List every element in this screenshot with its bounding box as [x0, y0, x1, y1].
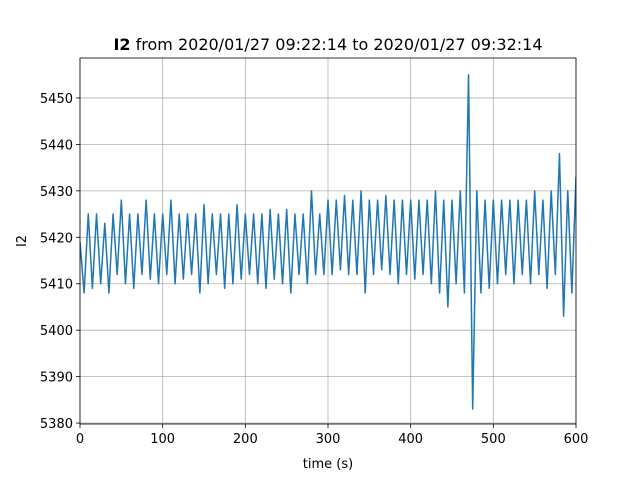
y-tick-label: 5420	[40, 231, 73, 246]
x-tick-label: 0	[76, 432, 84, 447]
y-tick-label: 5400	[40, 324, 73, 339]
data-line	[80, 73, 576, 410]
chart-title: I2 from 2020/01/27 09:22:14 to 2020/01/2…	[113, 35, 542, 54]
x-tick-label: 300	[316, 432, 341, 447]
y-tick-label: 5380	[40, 417, 73, 432]
x-tick-label: 100	[150, 432, 175, 447]
x-axis-label: time (s)	[303, 457, 353, 472]
x-tick-label: 400	[398, 432, 423, 447]
x-tick-label: 200	[233, 432, 258, 447]
y-tick-label: 5430	[40, 185, 73, 200]
axes-frame	[79, 57, 577, 425]
title-rest: from 2020/01/27 09:22:14 to 2020/01/27 0…	[136, 35, 543, 54]
y-tick-label: 5410	[40, 278, 73, 293]
y-axis-label: I2	[15, 235, 30, 247]
title-bold: I2	[113, 35, 130, 54]
x-tick-label: 500	[481, 432, 506, 447]
y-tick-label: 5450	[40, 92, 73, 107]
y-tick-label: 5440	[40, 138, 73, 153]
x-tick-label: 600	[564, 432, 589, 447]
y-tick-label: 5390	[40, 371, 73, 386]
